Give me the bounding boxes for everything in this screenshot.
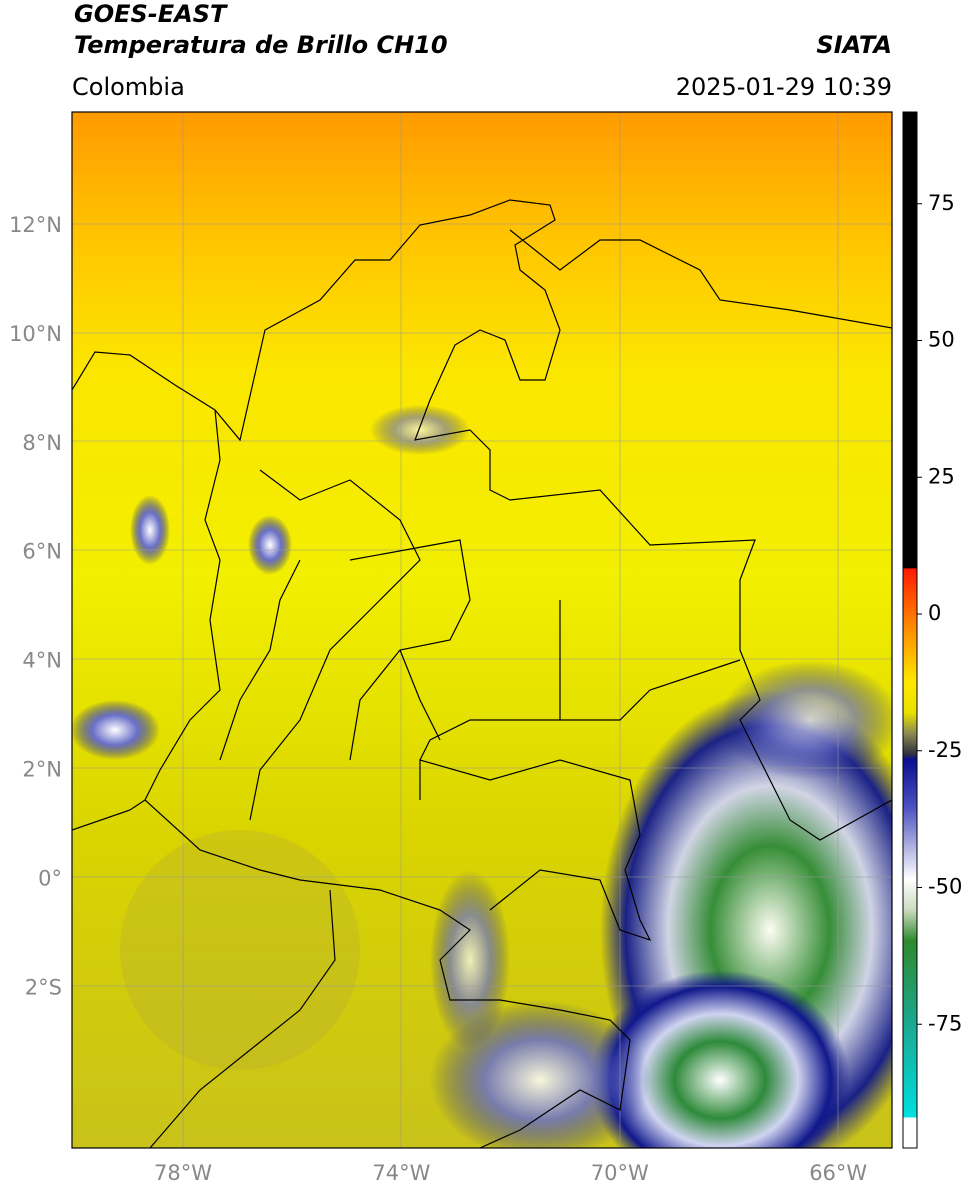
header: GOES-EAST Temperatura de Brillo CH10 Col… — [72, 0, 892, 101]
lon-labels: 78°W 74°W 70°W 66°W — [154, 1161, 867, 1185]
colorbar-label: -50 — [928, 875, 962, 899]
colorbar-label: 75 — [928, 191, 955, 215]
lat-labels: 12°N 10°N 8°N 6°N 4°N 2°N 0° 2°S — [9, 213, 62, 999]
map-frame — [71, 111, 893, 1149]
lat-label: 0° — [38, 866, 62, 890]
grid — [72, 112, 892, 1148]
source: SIATA — [816, 31, 892, 59]
borders — [72, 199, 892, 1148]
lat-label: 12°N — [9, 213, 62, 237]
lat-label: 6°N — [22, 540, 62, 564]
lon-label: 70°W — [591, 1161, 649, 1185]
map — [72, 112, 892, 1148]
colorbar — [902, 111, 918, 1149]
lat-label: 2°S — [25, 975, 62, 999]
lon-label: 74°W — [372, 1161, 430, 1185]
lat-label: 10°N — [9, 322, 62, 346]
colorbar-label: -75 — [928, 1011, 962, 1035]
title: GOES-EAST — [74, 0, 228, 28]
colorbar-label: 50 — [928, 328, 955, 352]
timestamp: 2025-01-29 10:39 — [676, 73, 892, 101]
region: Colombia — [72, 73, 185, 101]
lat-label: 4°N — [22, 649, 62, 673]
lon-label: 78°W — [154, 1161, 212, 1185]
colorbar-label: 25 — [928, 464, 955, 488]
colorbar-label: 0 — [928, 601, 941, 625]
colorbar-label: -25 — [928, 738, 962, 762]
lat-label: 8°N — [22, 431, 62, 455]
lon-label: 66°W — [809, 1161, 867, 1185]
colorbar-ticks: 75 50 25 0 -25 -50 -75 — [917, 191, 962, 1035]
subtitle: Temperatura de Brillo CH10 — [74, 31, 448, 59]
lat-label: 2°N — [22, 758, 62, 782]
